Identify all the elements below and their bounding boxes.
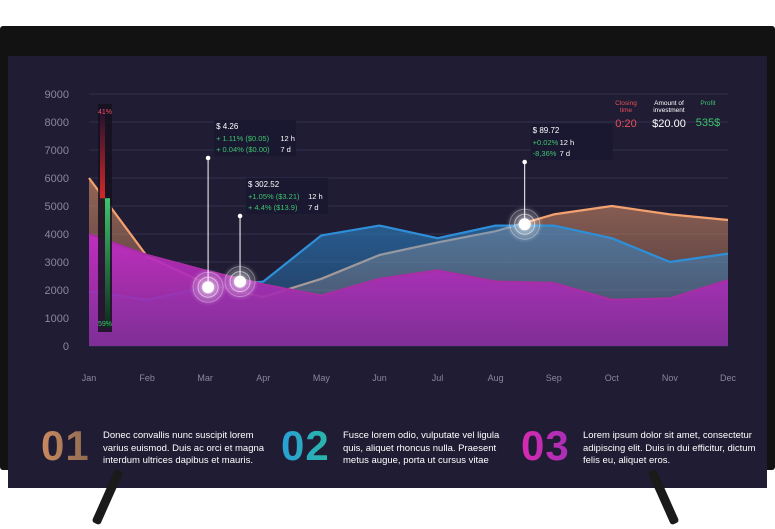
annotation-box bbox=[246, 178, 329, 214]
annotation-price: $ 302.52 bbox=[248, 180, 280, 189]
x-tick-label: May bbox=[313, 373, 331, 383]
x-tick-label: Mar bbox=[197, 373, 213, 383]
annotation-period: 12 h bbox=[560, 138, 575, 147]
annotation-dot bbox=[518, 218, 531, 231]
annotation-ring bbox=[224, 266, 256, 298]
gauge-red bbox=[100, 108, 105, 199]
x-tick-label: Dec bbox=[720, 373, 737, 383]
stat-label: Profit bbox=[700, 100, 716, 107]
gauge-bar: 41% 59% bbox=[98, 104, 112, 332]
x-tick-label: Feb bbox=[139, 373, 155, 383]
feature-number: 02 bbox=[281, 422, 330, 469]
annotation-box bbox=[214, 120, 297, 156]
annotation-price: $ 89.72 bbox=[533, 126, 560, 135]
annotation-period: 7 d bbox=[560, 149, 570, 158]
stat-closing-time: Closing time 0:20 bbox=[606, 100, 646, 130]
area-magenta bbox=[89, 234, 728, 346]
annotation-dot bbox=[202, 281, 215, 294]
y-tick-label: 4000 bbox=[45, 229, 69, 241]
x-tick-label: Jul bbox=[432, 373, 444, 383]
annotation-change: + 4.4% ($13.9) bbox=[248, 203, 298, 212]
area-chart: 41% 59% 0 1000 2000 3000 4000 5000 6000 7000 8000… bbox=[45, 89, 737, 383]
gauge-top-label: 41% bbox=[98, 109, 112, 116]
annotation-change: -8,36% bbox=[533, 149, 557, 158]
annotation-period: 12 h bbox=[280, 134, 295, 143]
y-tick-label: 9000 bbox=[45, 89, 69, 101]
stat-label: Amount of investment bbox=[653, 100, 685, 114]
y-tick-label: 3000 bbox=[45, 257, 69, 269]
stat-value: $20.00 bbox=[652, 118, 686, 130]
annotation-period: 7 d bbox=[308, 203, 318, 212]
y-tick-label: 7000 bbox=[45, 145, 69, 157]
annotation-ring bbox=[197, 276, 219, 298]
feature-number: 03 bbox=[521, 422, 570, 469]
annotation-change: +1.05% ($3.21) bbox=[248, 192, 300, 201]
axis-ticks: 0 1000 2000 3000 4000 5000 6000 7000 8000 9000 Jan… bbox=[45, 89, 737, 383]
annotation-change: + 0.04% ($0.00) bbox=[216, 145, 270, 154]
annotations: $ 4.26 + 1.11% ($0.05) 12 h + 0.04% ($0.00)… bbox=[189, 120, 613, 307]
y-tick-label: 8000 bbox=[45, 117, 69, 129]
annotation-period: 7 d bbox=[280, 145, 290, 154]
gauge-bottom-label: 59% bbox=[98, 321, 112, 328]
tv-screen: 41% 59% 0 1000 2000 3000 4000 5000 6000 7000 8000… bbox=[8, 56, 767, 488]
annotation-stem-dot bbox=[237, 213, 243, 219]
y-tick-label: 6000 bbox=[45, 173, 69, 185]
feature-text: Fusce lorem odio, vulputate vel ligula q… bbox=[343, 430, 500, 466]
x-tick-label: Apr bbox=[256, 373, 270, 383]
x-tick-label: Sep bbox=[546, 373, 562, 383]
annotation-stem-dot bbox=[522, 159, 527, 165]
y-tick-label: 5000 bbox=[45, 201, 69, 213]
annotation-price: $ 4.26 bbox=[216, 122, 239, 131]
annotation-box bbox=[530, 124, 613, 160]
stat-label: Closing time bbox=[615, 100, 637, 114]
x-tick-label: Aug bbox=[488, 373, 504, 383]
stat-value: 535$ bbox=[695, 117, 721, 129]
annotation-ring bbox=[514, 213, 536, 235]
x-tick-label: Jan bbox=[82, 373, 97, 383]
x-tick-label: Jun bbox=[372, 373, 387, 383]
feature-number: 01 bbox=[41, 422, 90, 469]
y-tick-label: 0 bbox=[63, 341, 69, 353]
line-magenta bbox=[88, 232, 729, 301]
x-tick-label: Oct bbox=[605, 373, 620, 383]
stat-profit: Profit 535$ bbox=[692, 100, 724, 129]
annotation-stem-dot bbox=[205, 155, 211, 161]
x-tick-label: Nov bbox=[662, 373, 679, 383]
feature-text: Lorem ipsum dolor sit amet, consectetur … bbox=[583, 430, 756, 466]
feature-text: Donec convallis nunc suscipit lorem vari… bbox=[103, 430, 265, 466]
annotation-ring bbox=[509, 208, 541, 240]
y-tick-label: 1000 bbox=[45, 313, 69, 325]
annotation-period: 12 h bbox=[308, 192, 323, 201]
annotation-change: + 1.11% ($0.05) bbox=[216, 134, 270, 143]
stat-value: 0:20 bbox=[615, 118, 637, 130]
gauge-green bbox=[105, 198, 110, 328]
annotation-change: +0.02% bbox=[533, 138, 559, 147]
tv-frame: 41% 59% 0 1000 2000 3000 4000 5000 6000 7000 8000… bbox=[0, 26, 775, 488]
stat-amount-investment: Amount of investment $20.00 bbox=[646, 100, 692, 130]
annotation-dot bbox=[234, 275, 247, 288]
y-tick-label: 2000 bbox=[45, 285, 69, 297]
annotation-ring bbox=[229, 271, 251, 293]
